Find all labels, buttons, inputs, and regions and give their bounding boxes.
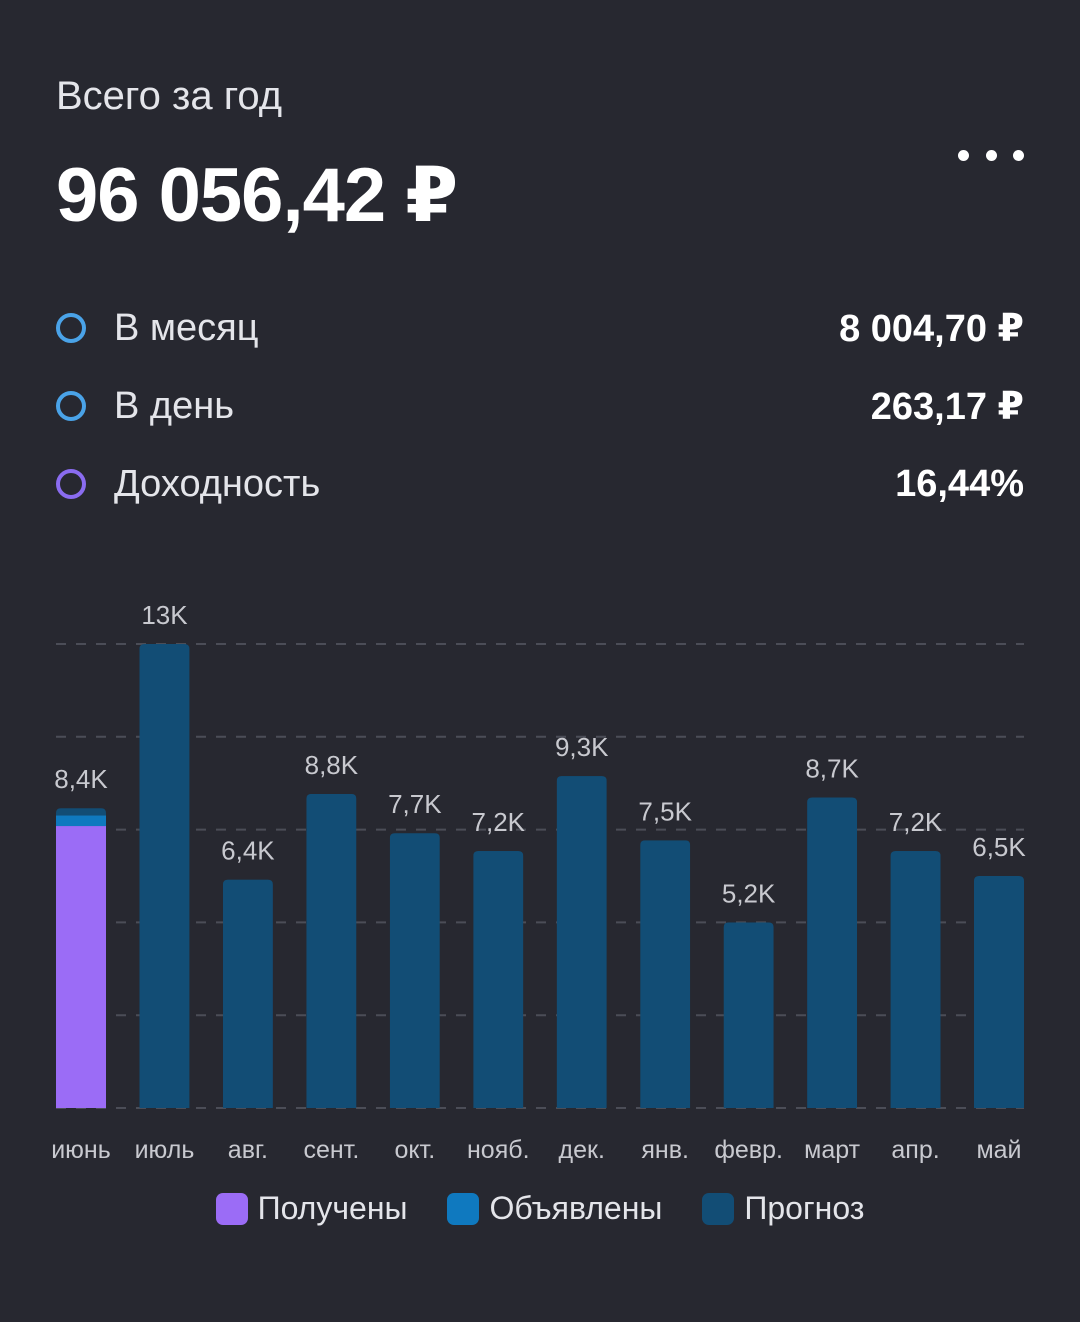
data-label: 8,7K: [805, 753, 859, 783]
bar-forecast: [222, 879, 273, 1108]
x-tick-label: сент.: [303, 1136, 359, 1164]
stat-label: Доходность: [114, 462, 321, 505]
yearly-total: 96 056,42 ₽: [56, 153, 458, 238]
x-tick-label: февр.: [714, 1136, 783, 1164]
x-tick-label: апр.: [891, 1136, 939, 1164]
bar-forecast: [890, 851, 941, 1108]
x-tick-label: март: [804, 1136, 860, 1164]
data-label: 7,5K: [638, 796, 692, 826]
dividends-bar-chart: 8,4K июнь 13K июль 6,4K авг. 8,8K сент. 7,7K окт.…: [51, 600, 1026, 1164]
data-label: 6,5K: [972, 832, 1026, 862]
bar-forecast: [389, 833, 440, 1108]
bar-forecast: [974, 876, 1024, 1108]
header-title: Всего за год: [56, 74, 283, 118]
stat-label: В месяц: [114, 306, 259, 349]
x-tick-label: авг.: [228, 1136, 268, 1164]
ring-icon: [56, 469, 86, 499]
x-tick-label: нояб.: [467, 1136, 530, 1164]
bar-received: [56, 826, 106, 1108]
stat-value: 16,44%: [895, 462, 1024, 505]
legend-item-received[interactable]: Получены: [215, 1190, 408, 1227]
bar-forecast: [139, 644, 190, 1108]
stat-row-day: В день 263,17 ₽: [56, 376, 1024, 436]
legend-swatch: [215, 1192, 248, 1225]
legend-swatch: [447, 1192, 480, 1225]
bar-forecast: [556, 776, 607, 1108]
stat-value: 8 004,70 ₽: [839, 307, 1024, 350]
x-tick-label: июль: [135, 1136, 195, 1164]
data-label: 9,3K: [555, 732, 609, 762]
bar-forecast: [306, 793, 357, 1108]
more-options-icon[interactable]: [958, 140, 1024, 170]
bar-forecast: [640, 840, 691, 1108]
data-label: 7,7K: [388, 789, 442, 819]
data-label: 7,2K: [889, 807, 943, 837]
data-label: 5,2K: [722, 878, 776, 908]
data-label: 7,2K: [472, 807, 526, 837]
x-tick-label: дек.: [559, 1136, 605, 1164]
bar-forecast: [807, 797, 858, 1108]
x-tick-label: янв.: [641, 1136, 689, 1164]
legend-label: Объявлены: [489, 1190, 663, 1226]
bar-forecast: [56, 808, 106, 816]
stat-row-month: В месяц 8 004,70 ₽: [56, 298, 1024, 358]
x-tick-label: июнь: [51, 1136, 111, 1164]
data-label: 8,4K: [54, 764, 108, 794]
bar-forecast: [723, 922, 774, 1108]
x-tick-label: окт.: [394, 1136, 435, 1164]
bar-declared: [56, 815, 106, 827]
ring-icon: [56, 391, 86, 421]
bar-forecast: [473, 851, 524, 1108]
data-label: 6,4K: [221, 836, 275, 866]
legend-label: Получены: [257, 1190, 408, 1226]
legend-label: Прогноз: [744, 1190, 865, 1226]
x-tick-label: май: [976, 1136, 1021, 1164]
legend-item-forecast[interactable]: Прогноз: [702, 1190, 864, 1227]
chart-legend: Получены Объявлены Прогноз: [0, 1190, 1080, 1227]
stat-row-yield: Доходность 16,44%: [56, 454, 1024, 514]
legend-swatch: [702, 1192, 735, 1225]
stat-label: В день: [114, 384, 234, 427]
data-label: 13K: [141, 600, 188, 630]
stat-value: 263,17 ₽: [870, 385, 1024, 428]
legend-item-declared[interactable]: Объявлены: [447, 1190, 662, 1227]
data-label: 8,8K: [305, 750, 359, 780]
ring-icon: [56, 313, 86, 343]
